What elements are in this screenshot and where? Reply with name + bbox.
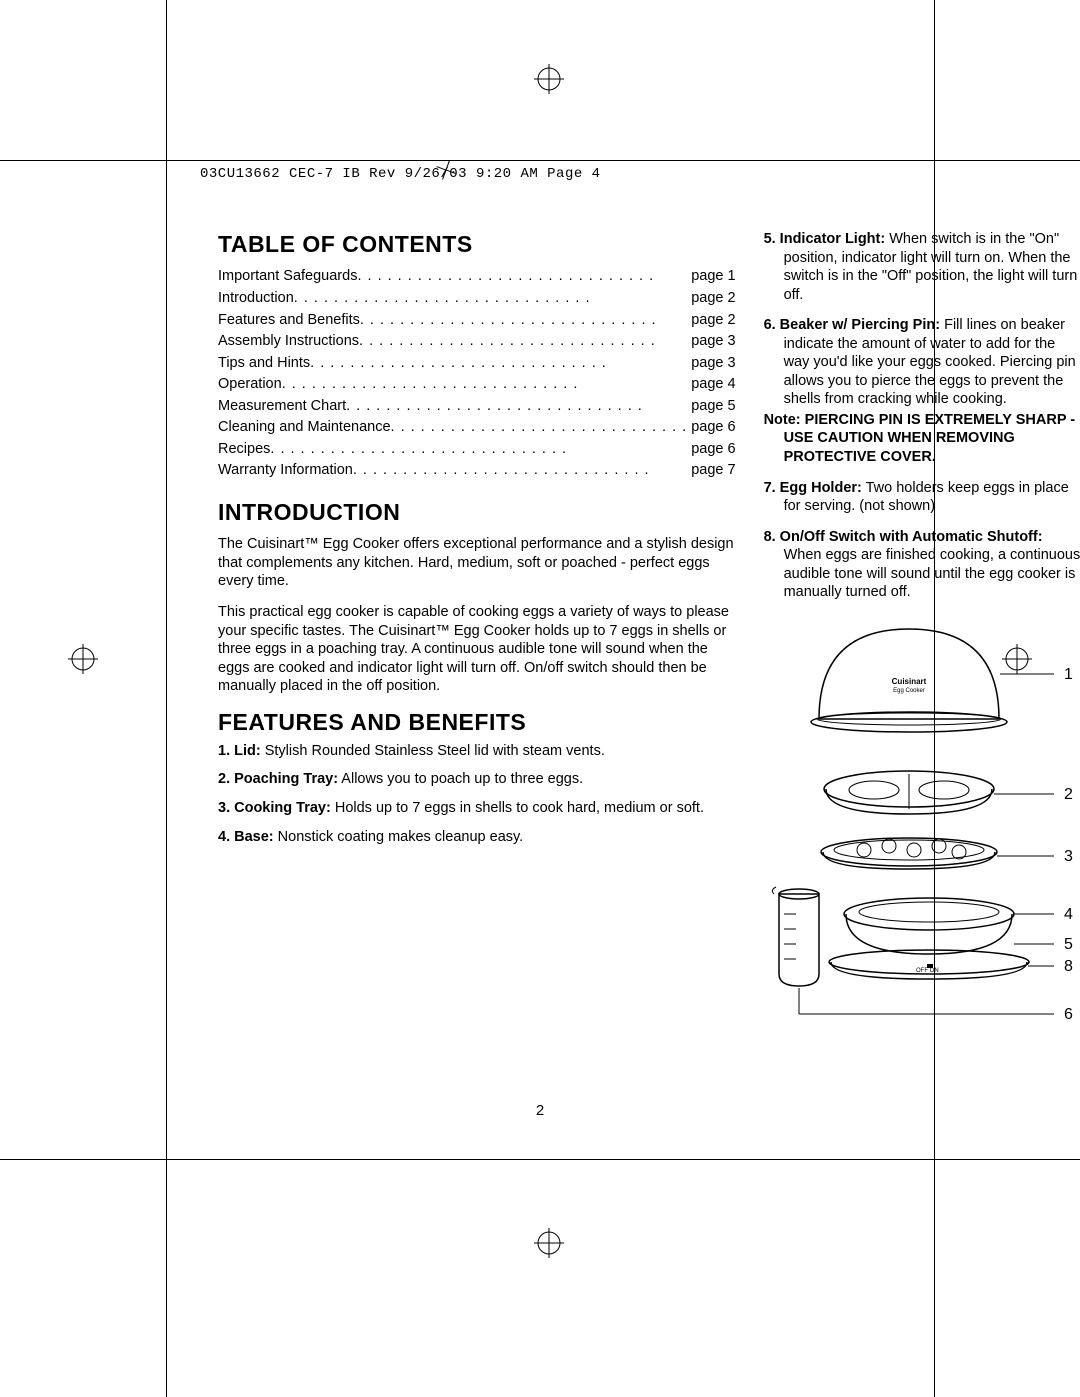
toc-row: Assembly Instructions page 3 <box>218 332 736 351</box>
toc-page: page 7 <box>687 461 735 480</box>
diagram-label-4: 4 <box>1064 906 1073 923</box>
toc-row: Operation page 4 <box>218 375 736 394</box>
toc-row: Features and Benefits page 2 <box>218 311 736 330</box>
toc-label: Introduction <box>218 289 294 308</box>
intro-p2: This practical egg cooker is capable of … <box>218 603 736 696</box>
feature-5: 5. Indicator Light: When switch is in th… <box>764 230 1080 304</box>
feature-3-text: Holds up to 7 eggs in shells to cook har… <box>331 800 704 816</box>
toc-row: Important Safeguards page 1 <box>218 267 736 286</box>
feature-3: 3. Cooking Tray: Holds up to 7 eggs in s… <box>218 799 736 818</box>
diagram-label-2: 2 <box>1064 786 1073 803</box>
feature-7-head: 7. Egg Holder: <box>764 480 862 496</box>
brand-sub-label: Egg Cooker <box>893 688 925 694</box>
toc-label: Warranty Information <box>218 461 353 480</box>
feature-2-text: Allows you to poach up to three eggs. <box>338 771 583 787</box>
feature-6-head: 6. Beaker w/ Piercing Pin: <box>764 317 941 333</box>
content-columns: TABLE OF CONTENTS Important Safeguards pa… <box>218 230 878 1044</box>
feature-5-head: 5. Indicator Light: <box>764 231 886 247</box>
toc-row: Cleaning and Maintenance page 6 <box>218 418 736 437</box>
page-header-meta: 03CU13662 CEC-7 IB Rev 9/26/03 9:20 AM P… <box>200 166 601 182</box>
diagram-label-6: 6 <box>1064 1006 1073 1023</box>
toc-label: Recipes <box>218 440 270 459</box>
toc-page: page 3 <box>687 332 735 351</box>
toc-page: page 2 <box>687 311 735 330</box>
toc-page: page 6 <box>687 418 735 437</box>
toc-dots <box>282 375 688 394</box>
toc-list: Important Safeguards page 1 Introduction pa… <box>218 267 736 479</box>
page: 03CU13662 CEC-7 IB Rev 9/26/03 9:20 AM P… <box>0 0 1080 1397</box>
reg-mark-left <box>68 644 98 674</box>
intro-title: INTRODUCTION <box>218 498 736 527</box>
toc-row: Tips and Hints page 3 <box>218 354 736 373</box>
toc-label: Features and Benefits <box>218 311 360 330</box>
toc-page: page 2 <box>687 289 735 308</box>
feature-1-text: Stylish Rounded Stainless Steel lid with… <box>261 743 605 759</box>
parts-diagram: Cuisinart Egg Cooker 1 2 <box>764 614 1080 1044</box>
left-column: TABLE OF CONTENTS Important Safeguards pa… <box>218 230 736 1044</box>
feature-4-head: 4. Base: <box>218 829 274 845</box>
toc-dots <box>353 461 687 480</box>
toc-page: page 3 <box>687 354 735 373</box>
toc-page: page 1 <box>687 267 735 286</box>
toc-dots <box>270 440 687 459</box>
toc-label: Assembly Instructions <box>218 332 359 351</box>
toc-title: TABLE OF CONTENTS <box>218 230 736 259</box>
toc-dots <box>346 397 687 416</box>
toc-dots <box>310 354 687 373</box>
feature-4-text: Nonstick coating makes cleanup easy. <box>274 829 524 845</box>
toc-row: Recipes page 6 <box>218 440 736 459</box>
toc-dots <box>359 332 687 351</box>
crop-line-bottom <box>0 1159 1080 1160</box>
page-number: 2 <box>0 1102 1080 1119</box>
toc-dots <box>357 267 687 286</box>
diagram-label-5: 5 <box>1064 936 1073 953</box>
features-title: FEATURES AND BENEFITS <box>218 710 736 734</box>
intro-p1: The Cuisinart™ Egg Cooker offers excepti… <box>218 535 736 591</box>
feature-6-note: Note: PIERCING PIN IS EXTREMELY SHARP - … <box>764 411 1080 467</box>
diagram-label-3: 3 <box>1064 848 1073 865</box>
svg-text:OFF ON: OFF ON <box>916 968 939 974</box>
toc-label: Tips and Hints <box>218 354 310 373</box>
diagram-label-1: 1 <box>1064 666 1073 683</box>
feature-1-head: 1. Lid: <box>218 743 261 759</box>
feature-4: 4. Base: Nonstick coating makes cleanup … <box>218 828 736 847</box>
right-column: 5. Indicator Light: When switch is in th… <box>764 230 1080 1044</box>
toc-dots <box>360 311 687 330</box>
feature-8-text: When eggs are finished cooking, a contin… <box>784 547 1080 600</box>
toc-label: Measurement Chart <box>218 397 346 416</box>
crop-line-left <box>166 0 167 1397</box>
brand-label: Cuisinart <box>891 677 926 686</box>
toc-row: Measurement Chart page 5 <box>218 397 736 416</box>
feature-7: 7. Egg Holder: Two holders keep eggs in … <box>764 479 1080 516</box>
feature-1: 1. Lid: Stylish Rounded Stainless Steel … <box>218 742 736 761</box>
feature-2: 2. Poaching Tray: Allows you to poach up… <box>218 770 736 789</box>
diagram-label-8: 8 <box>1064 958 1073 975</box>
toc-dots <box>294 289 687 308</box>
toc-dots <box>391 418 688 437</box>
toc-label: Operation <box>218 375 282 394</box>
feature-8: 8. On/Off Switch with Automatic Shutoff:… <box>764 528 1080 602</box>
crop-line-top <box>0 160 1080 161</box>
toc-page: page 6 <box>687 440 735 459</box>
feature-6: 6. Beaker w/ Piercing Pin: Fill lines on… <box>764 316 1080 409</box>
toc-row: Warranty Information page 7 <box>218 461 736 480</box>
feature-3-head: 3. Cooking Tray: <box>218 800 331 816</box>
toc-row: Introduction page 2 <box>218 289 736 308</box>
toc-label: Important Safeguards <box>218 267 357 286</box>
toc-label: Cleaning and Maintenance <box>218 418 391 437</box>
toc-page: page 4 <box>687 375 735 394</box>
feature-8-head: 8. On/Off Switch with Automatic Shutoff: <box>764 529 1043 545</box>
toc-page: page 5 <box>687 397 735 416</box>
reg-mark-bottom <box>534 1228 564 1258</box>
reg-mark-top <box>534 64 564 94</box>
feature-2-head: 2. Poaching Tray: <box>218 771 338 787</box>
